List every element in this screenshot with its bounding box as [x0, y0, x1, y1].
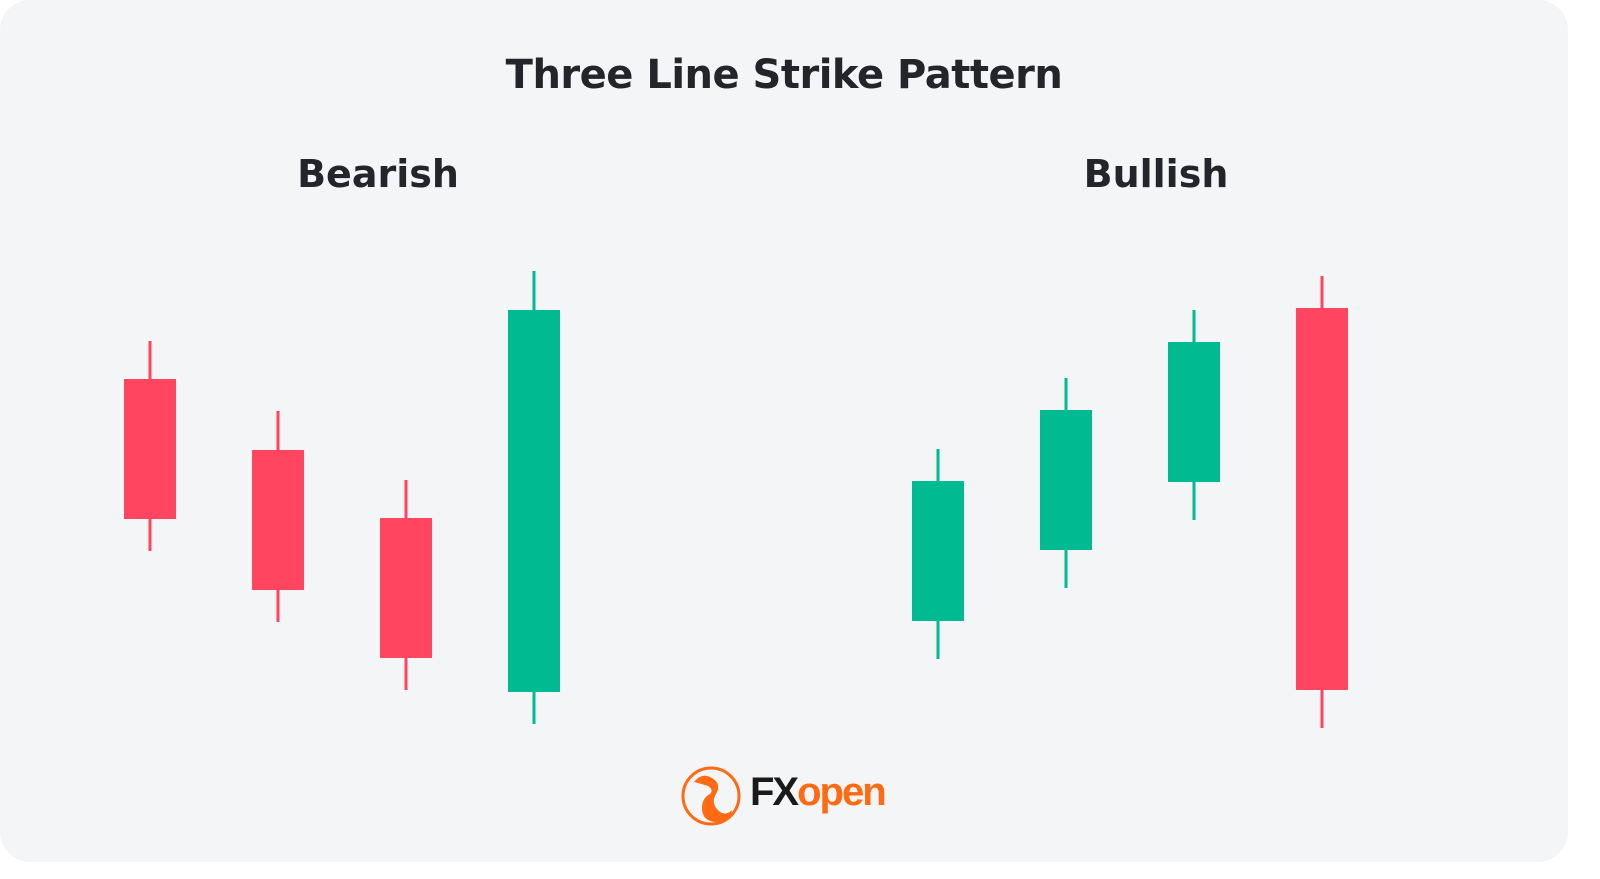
diagram-title: Three Line Strike Pattern — [505, 52, 1063, 98]
bull-emblem-icon — [681, 766, 741, 826]
candle-bearish-1 — [124, 341, 176, 551]
candle-body — [508, 310, 560, 692]
candle-body — [912, 481, 964, 621]
fxopen-logo: FXopen — [680, 762, 900, 828]
candle-body — [124, 379, 176, 519]
bearish-label: Bearish — [297, 152, 459, 196]
candle-bearish-2 — [252, 411, 304, 622]
candle-body — [1168, 342, 1220, 482]
candle-bearish-4 — [508, 271, 560, 724]
candle-bullish-3 — [1168, 310, 1220, 520]
candle-bullish-1 — [912, 449, 964, 659]
candle-bullish-4 — [1296, 276, 1348, 728]
candle-body — [380, 518, 432, 658]
candle-bearish-3 — [380, 480, 432, 690]
logo-text: FXopen — [750, 770, 887, 814]
candle-body — [252, 450, 304, 590]
candle-bullish-2 — [1040, 378, 1092, 588]
candle-body — [1296, 308, 1348, 690]
candle-body — [1040, 410, 1092, 550]
bullish-label: Bullish — [1083, 152, 1229, 196]
